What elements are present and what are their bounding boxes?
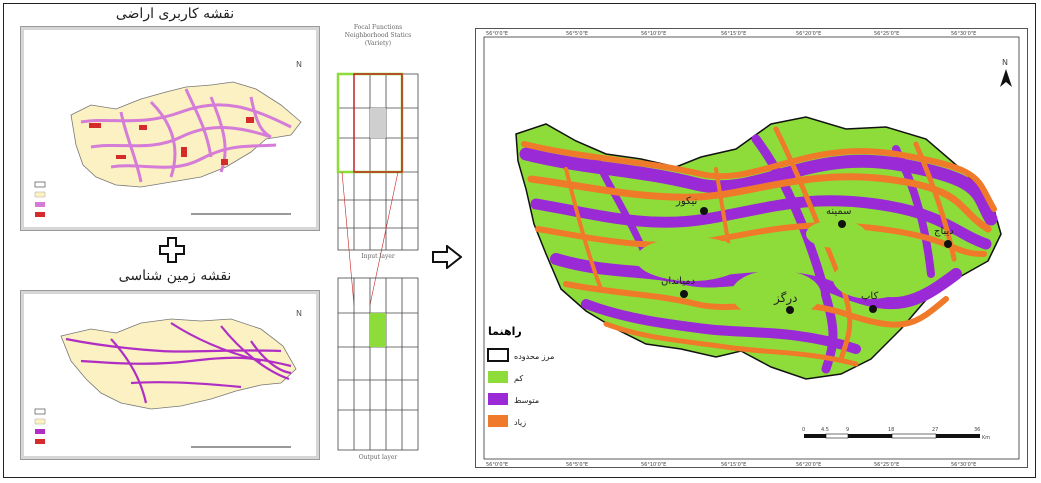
geology-map-title: نقشه زمین شناسی xyxy=(118,268,232,284)
landuse-north-icon: N xyxy=(296,60,302,69)
focal-caption-line: Neighborhood Statics xyxy=(344,32,412,39)
legend-swatch xyxy=(487,348,509,362)
focal-cell xyxy=(370,108,386,138)
focal-caption-line: Focal Functions xyxy=(353,24,403,31)
top-tick-labels: 56°0'0"E 56°5'0"E 56°10'0"E 56°15'0"E 56… xyxy=(486,31,976,37)
tick-label: 56°15'0"E xyxy=(721,31,746,37)
focal-caption-line: (Variety) xyxy=(364,40,392,47)
settlements: نیکور سمینه دیباج دمیاندان کاپ درگز xyxy=(661,196,954,314)
place-label: سمینه xyxy=(826,206,852,217)
tick-label: 56°5'0"E xyxy=(566,462,588,467)
bottom-tick-labels: 56°0'0"E 56°5'0"E 56°10'0"E 56°15'0"E 56… xyxy=(486,462,976,468)
output-cell xyxy=(370,313,386,347)
legend-title: راهنما xyxy=(488,325,522,338)
tick-label: 56°20'0"E xyxy=(796,462,821,467)
risk-map-panel: 56°0'0"E 56°5'0"E 56°10'0"E 56°15'0"E 56… xyxy=(475,28,1028,468)
input-layer-caption: Input layer xyxy=(361,253,395,260)
place-label: درگز xyxy=(773,291,797,306)
link-line-left xyxy=(341,171,355,306)
tick-label: 56°10'0"E xyxy=(641,31,666,37)
scale-label: 27 xyxy=(932,427,938,433)
landuse-map: N xyxy=(34,60,302,217)
low-hazard-patches xyxy=(636,220,909,318)
focal-caption: Focal Functions Neighborhood Statics (Va… xyxy=(333,24,423,48)
place-label: دمیاندان xyxy=(661,276,695,287)
scale-label: 36 xyxy=(974,427,980,433)
scale-label: 4.5 xyxy=(821,427,829,433)
input-grid xyxy=(337,73,419,251)
north-label: N xyxy=(1002,58,1008,67)
landuse-red-patches xyxy=(89,117,254,165)
north-arrow-icon: N xyxy=(1000,58,1012,87)
tick-label: 56°30'0"E xyxy=(951,31,976,37)
scale-label: 18 xyxy=(888,427,894,433)
tick-label: 56°0'0"E xyxy=(486,31,508,37)
legend-label: مرز محدوده xyxy=(514,352,554,361)
geology-features xyxy=(65,322,292,404)
figure-frame xyxy=(3,3,1036,478)
high-hazard-bands xyxy=(521,126,997,367)
legend-label: کم xyxy=(514,374,523,383)
place-label: کاپ xyxy=(861,291,878,302)
output-layer-caption: Output layer xyxy=(358,454,398,461)
scale-bar: 0 4.5 9 18 27 36 Km xyxy=(802,427,990,441)
tick-label: 56°15'0"E xyxy=(721,462,746,467)
grid-diagram xyxy=(336,72,419,451)
scale-unit: Km xyxy=(982,435,990,441)
neighborhood-window xyxy=(336,72,404,174)
legend-swatch xyxy=(488,415,508,427)
plus-icon xyxy=(159,237,185,263)
landuse-map-panel: N xyxy=(20,26,320,231)
landuse-map-title: نقشه کاربری اراضی xyxy=(115,6,235,22)
geology-north-icon: N xyxy=(296,309,302,318)
geology-map-panel: N xyxy=(20,290,320,460)
landuse-features xyxy=(80,88,292,183)
geology-map: N xyxy=(34,309,302,448)
landuse-legend xyxy=(34,181,46,217)
tick-label: 56°25'0"E xyxy=(874,462,899,467)
tick-label: 56°0'0"E xyxy=(486,462,508,467)
legend-swatch xyxy=(488,371,508,383)
scale-label: 0 xyxy=(802,427,805,433)
tick-label: 56°10'0"E xyxy=(641,462,666,467)
tick-label: 56°5'0"E xyxy=(566,31,588,37)
right-arrow-icon xyxy=(432,243,463,271)
geology-legend xyxy=(34,408,46,444)
output-grid xyxy=(337,277,419,451)
tick-label: 56°25'0"E xyxy=(874,31,899,37)
risk-map: 56°0'0"E 56°5'0"E 56°10'0"E 56°15'0"E 56… xyxy=(483,31,1020,468)
legend-label: زیاد xyxy=(514,418,526,427)
tick-label: 56°30'0"E xyxy=(951,462,976,467)
link-line-right xyxy=(369,171,399,306)
legend-swatch xyxy=(488,393,508,405)
legend-label: متوسط xyxy=(514,396,539,405)
place-label: دیباج xyxy=(934,226,954,237)
place-label: نیکور xyxy=(675,196,697,207)
tick-label: 56°20'0"E xyxy=(796,31,821,37)
map-legend: راهنما مرز محدوده کم متوسط زیاد xyxy=(487,325,554,427)
scale-label: 9 xyxy=(846,427,849,433)
